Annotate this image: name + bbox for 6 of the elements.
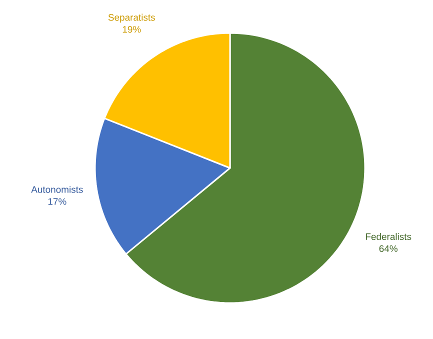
- slice-label: Separatists: [108, 14, 155, 23]
- data-label: 17%: [48, 198, 66, 205]
- slice-label: Autonomists: [31, 186, 83, 193]
- slice-label: Federalists: [366, 233, 412, 240]
- data-label: 19%: [122, 26, 141, 33]
- data-label: 64%: [379, 245, 398, 252]
